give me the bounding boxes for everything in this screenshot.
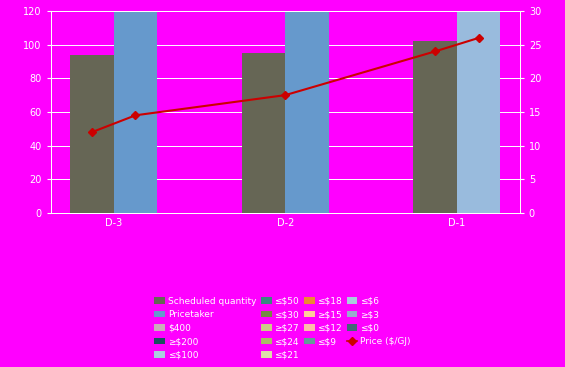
Legend: Scheduled quantity, Pricetaker, $400, ≥$200, ≤$100, ≤$50, ≤$30, ≥$27, ≤$24, ≤$21: Scheduled quantity, Pricetaker, $400, ≥$… (151, 294, 414, 363)
Bar (70, 55, 114, 213)
Bar (285, 11, 329, 213)
Bar (114, 11, 157, 213)
Bar (457, 11, 501, 213)
Bar (414, 41, 457, 213)
Bar (242, 53, 285, 213)
